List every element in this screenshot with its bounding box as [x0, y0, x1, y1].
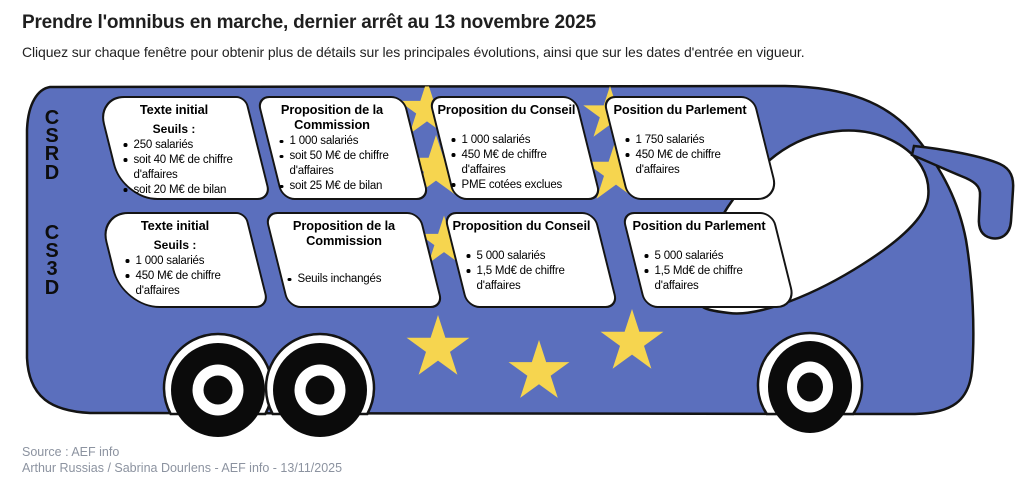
- window-bullets: 5 000 salariés 1,5 Md€ de chiffre d'affa…: [630, 249, 767, 294]
- bullet-icon: [644, 254, 648, 258]
- row-label-cs3d: C S 3 D: [44, 222, 60, 299]
- window-subtitle: Seuils :: [152, 121, 196, 136]
- window-csrd-position-parlement[interactable]: Position du Parlement 1 750 salariés 450…: [602, 96, 780, 200]
- bullet-icon: [123, 143, 127, 147]
- window-csrd-proposition-commission[interactable]: Proposition de la Commission 1 000 salar…: [256, 96, 430, 200]
- window-title: Position du Parlement: [613, 102, 747, 117]
- bullet-icon: [625, 153, 629, 157]
- window-subtitle: Seuils :: [153, 237, 197, 252]
- window-bullets: 5 000 salariés 1,5 Md€ de chiffre d'affa…: [452, 249, 589, 294]
- window-bullets: 250 salariés soit 40 M€ de chiffre d'aff…: [107, 138, 240, 198]
- bullet-icon: [451, 138, 455, 142]
- side-mirror: [910, 144, 1015, 240]
- footer-credit: Arthur Russias / Sabrina Dourlens - AEF …: [22, 461, 343, 475]
- row-label-csrd: C S R D: [44, 107, 60, 184]
- window-title: Proposition de la Commission: [292, 218, 396, 248]
- window-title: Proposition de la Commission: [280, 102, 384, 132]
- bullet-icon: [466, 269, 470, 273]
- window-cs3d-proposition-conseil[interactable]: Proposition du Conseil 5 000 salariés 1,…: [443, 212, 619, 308]
- window-csrd-proposition-conseil[interactable]: Proposition du Conseil 1 000 salariés 45…: [428, 96, 602, 200]
- window-cs3d-texte-initial[interactable]: Texte initial Seuils : 1 000 salariés 45…: [98, 212, 270, 308]
- window-bullets: Seuils inchangés: [273, 272, 414, 287]
- footer: Source : AEF info Arthur Russias / Sabri…: [22, 444, 342, 476]
- bullet-icon: [279, 139, 283, 143]
- window-bullets: 1 000 salariés soit 50 M€ de chiffre d'a…: [265, 134, 398, 194]
- window-title: Proposition du Conseil: [452, 218, 591, 233]
- bullet-icon: [451, 153, 455, 157]
- window-title: Position du Parlement: [632, 218, 766, 233]
- bullet-icon: [123, 188, 127, 192]
- page-title: Prendre l'omnibus en marche, dernier arr…: [22, 12, 596, 33]
- bullet-icon: [466, 254, 470, 258]
- bullet-icon: [279, 184, 283, 188]
- rear-wheel: [171, 343, 265, 437]
- window-bullets: 1 000 salariés 450 M€ de chiffre d'affai…: [109, 254, 240, 299]
- window-csrd-texte-initial[interactable]: Texte initial Seuils : 250 salariés soit…: [96, 96, 272, 200]
- bullet-icon: [125, 274, 129, 278]
- bullet-icon: [625, 138, 629, 142]
- bullet-icon: [125, 259, 129, 263]
- bullet-icon: [287, 277, 291, 281]
- window-cs3d-proposition-commission[interactable]: Proposition de la Commission Seuils inch…: [264, 212, 444, 308]
- window-cs3d-position-parlement[interactable]: Position du Parlement 5 000 salariés 1,5…: [621, 212, 797, 308]
- bullet-icon: [123, 158, 127, 162]
- bullet-icon: [279, 154, 283, 158]
- window-title: Texte initial: [140, 218, 210, 233]
- bullet-icon: [644, 269, 648, 273]
- footer-source: Source : AEF info: [22, 445, 120, 459]
- front-wheel: [768, 341, 852, 433]
- bullet-icon: [451, 183, 455, 187]
- rear-wheel: [273, 343, 367, 437]
- window-bullets: 1 750 salariés 450 M€ de chiffre d'affai…: [611, 133, 748, 178]
- window-bullets: 1 000 salariés 450 M€ de chiffre d'affai…: [437, 133, 570, 193]
- window-title: Proposition du Conseil: [437, 102, 576, 117]
- page-subtitle: Cliquez sur chaque fenêtre pour obtenir …: [22, 44, 805, 60]
- window-title: Texte initial: [139, 102, 209, 117]
